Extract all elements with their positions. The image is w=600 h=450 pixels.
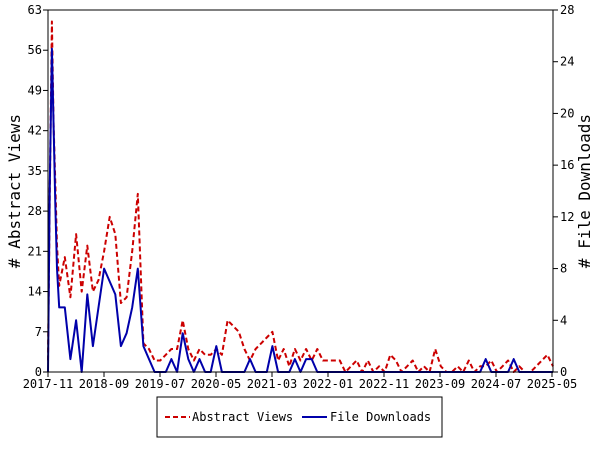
- left-tick-label: 35: [28, 164, 42, 178]
- x-tick-label: 2019-07: [135, 377, 186, 391]
- left-tick-label: 56: [28, 43, 42, 57]
- x-tick-label: 2023-09: [415, 377, 466, 391]
- right-tick-label: 0: [560, 365, 567, 379]
- left-tick-label: 14: [28, 285, 42, 299]
- right-tick-label: 28: [560, 3, 574, 17]
- right-tick-label: 12: [560, 210, 574, 224]
- left-tick-label: 63: [28, 3, 42, 17]
- plot-frame: [47, 9, 554, 373]
- x-tick-label: 2025-05: [527, 377, 578, 391]
- legend-label-abstract-views: Abstract Views: [192, 410, 293, 424]
- x-tick-label: 2022-01: [303, 377, 354, 391]
- left-tick-label: 21: [28, 244, 42, 258]
- legend: Abstract Views File Downloads: [156, 396, 443, 438]
- left-axis-title: # Abstract Views: [5, 114, 24, 268]
- left-tick-label: 42: [28, 124, 42, 138]
- axes: 0 7 14 21 28 35 42 49 56 63 0 4 8 12 16 20 24 28 2017-11 20…: [23, 3, 578, 391]
- series-line-abstract-views: [47, 20, 554, 373]
- left-tick-label: 49: [28, 83, 42, 97]
- right-tick-label: 20: [560, 106, 574, 120]
- x-tick-label: 2024-07: [471, 377, 522, 391]
- right-tick-label: 8: [560, 262, 567, 276]
- left-tick-label: 0: [35, 365, 42, 379]
- legend-label-file-downloads: File Downloads: [330, 410, 431, 424]
- x-tick-label: 2018-09: [79, 377, 130, 391]
- legend-box: [156, 396, 443, 438]
- right-tick-label: 24: [560, 55, 574, 69]
- right-axis-title: # File Downloads: [575, 114, 594, 268]
- left-tick-label: 28: [28, 204, 42, 218]
- x-tick-label: 2020-05: [191, 377, 242, 391]
- plot-area: [47, 20, 554, 373]
- x-tick-label: 2017-11: [23, 377, 74, 391]
- left-tick-label: 7: [35, 325, 42, 339]
- right-tick-label: 16: [560, 158, 574, 172]
- x-tick-label: 2021-03: [247, 377, 298, 391]
- right-tick-label: 4: [560, 313, 567, 327]
- x-tick-label: 2022-11: [359, 377, 410, 391]
- series-line-file-downloads: [47, 47, 553, 373]
